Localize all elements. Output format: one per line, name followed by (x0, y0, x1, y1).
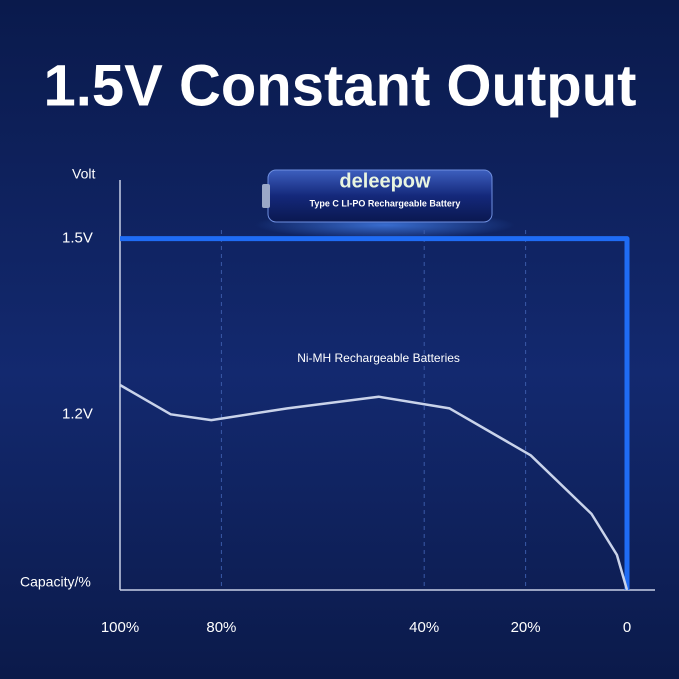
y-tick-label: 1.5V (62, 230, 93, 247)
y-axis-label: Volt (72, 166, 95, 182)
y-tick-label: 1.2V (62, 405, 93, 422)
series-label: Ni-MH Rechargeable Batteries (297, 351, 460, 365)
x-tick-label: 40% (409, 619, 439, 636)
battery-terminal (262, 184, 270, 208)
chart-title: 1.5V Constant Output (44, 53, 637, 118)
battery-label: Type C LI-PO Rechargeable Battery (310, 198, 461, 208)
x-tick-label: 20% (511, 619, 541, 636)
x-tick-label: 80% (206, 619, 236, 636)
series-line (119, 383, 629, 591)
x-axis-label: Capacity/% (20, 574, 91, 590)
series-line (120, 236, 630, 590)
battery-brand: deleepow (339, 170, 431, 192)
x-tick-label: 0 (623, 619, 631, 636)
battery: deleepow Type C LI-PO Rechargeable Batte… (262, 169, 493, 223)
x-tick-label: 100% (101, 619, 139, 636)
plot: 1.5V 1.2V 100% 80% 40% 20% 0 Ni-MH Rechargeable… (62, 230, 631, 636)
